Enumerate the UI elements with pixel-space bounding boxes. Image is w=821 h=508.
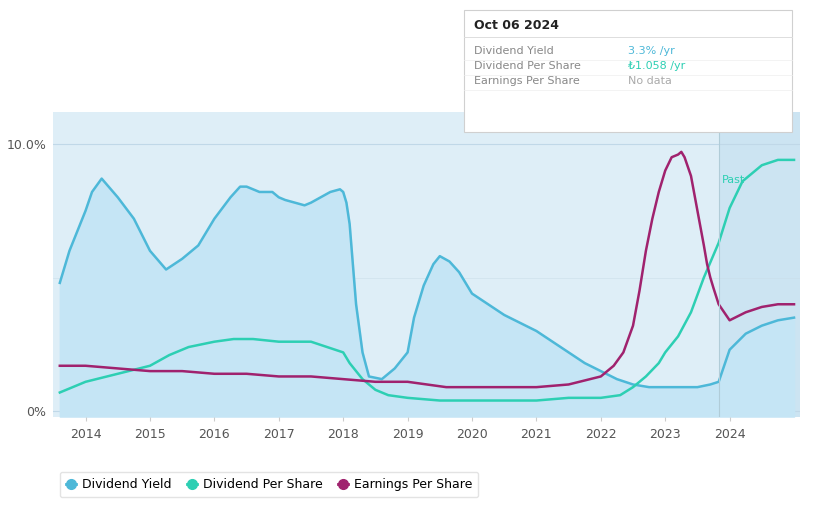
Text: Dividend Per Share: Dividend Per Share [474, 61, 580, 71]
Text: Dividend Yield: Dividend Yield [474, 46, 553, 56]
Text: ₺1.058 /yr: ₺1.058 /yr [628, 61, 686, 71]
Text: Earnings Per Share: Earnings Per Share [474, 76, 580, 86]
Legend: Dividend Yield, Dividend Per Share, Earnings Per Share: Dividend Yield, Dividend Per Share, Earn… [60, 472, 479, 497]
Text: 3.3% /yr: 3.3% /yr [628, 46, 675, 56]
Text: No data: No data [628, 76, 672, 86]
Text: Past: Past [722, 175, 745, 184]
Bar [718, 112, 800, 417]
Text: Oct 06 2024: Oct 06 2024 [474, 19, 559, 32]
